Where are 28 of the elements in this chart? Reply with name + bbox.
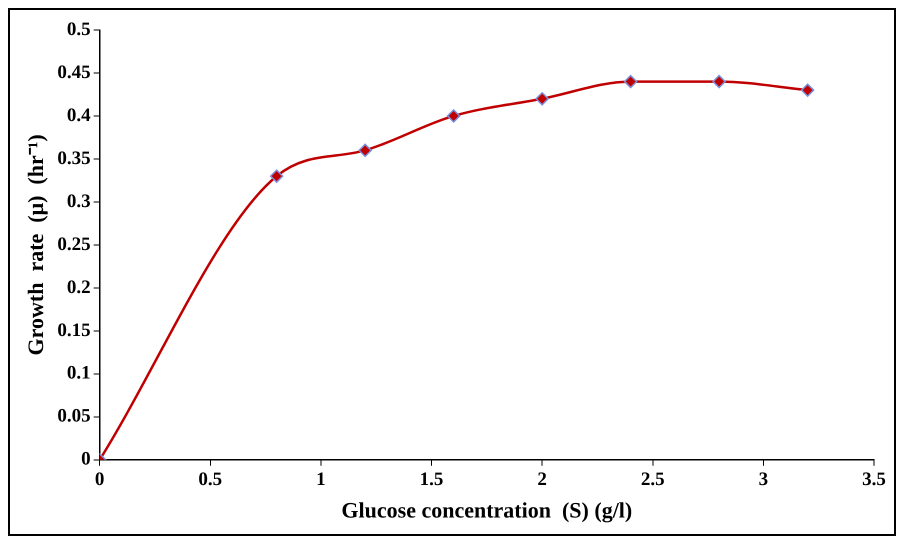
y-tick-label: 0.4	[66, 104, 92, 126]
point	[800, 83, 814, 97]
y-tick-label: 0.2	[66, 276, 91, 298]
point	[270, 169, 284, 183]
x-axis-title: Glucose concentration (S) (g/l)	[341, 497, 632, 522]
y-tick-label: 0.15	[57, 320, 91, 341]
point	[446, 109, 460, 123]
point	[358, 144, 372, 158]
y-tick-label: 0.25	[57, 234, 91, 255]
y-tick-label: 0.1	[66, 362, 91, 384]
y-axis-title: Growth rate (μ) (hr⁻¹)	[22, 134, 48, 356]
y-tick-label: 0.5	[66, 18, 91, 40]
x-tick-label: 2	[537, 469, 547, 490]
y-tick-label: 0	[81, 448, 91, 470]
x-tick-label: 0.5	[198, 469, 222, 490]
x-tick-label: 1	[316, 469, 326, 490]
y-tick-label: 0.3	[66, 190, 91, 212]
x-tick-label: 3.5	[862, 469, 886, 490]
x-tick-label: 2.5	[640, 469, 665, 490]
y-tick-label: 0.35	[57, 148, 91, 169]
point	[712, 74, 726, 88]
x-tick-label: 0	[94, 469, 104, 490]
y-tick-label: 0.45	[57, 62, 91, 83]
x-tick-label: 1.5	[420, 469, 444, 490]
y-tick-label: 0.05	[57, 406, 91, 427]
point	[624, 74, 638, 88]
point	[535, 92, 549, 106]
x-tick-label: 3	[758, 469, 768, 490]
